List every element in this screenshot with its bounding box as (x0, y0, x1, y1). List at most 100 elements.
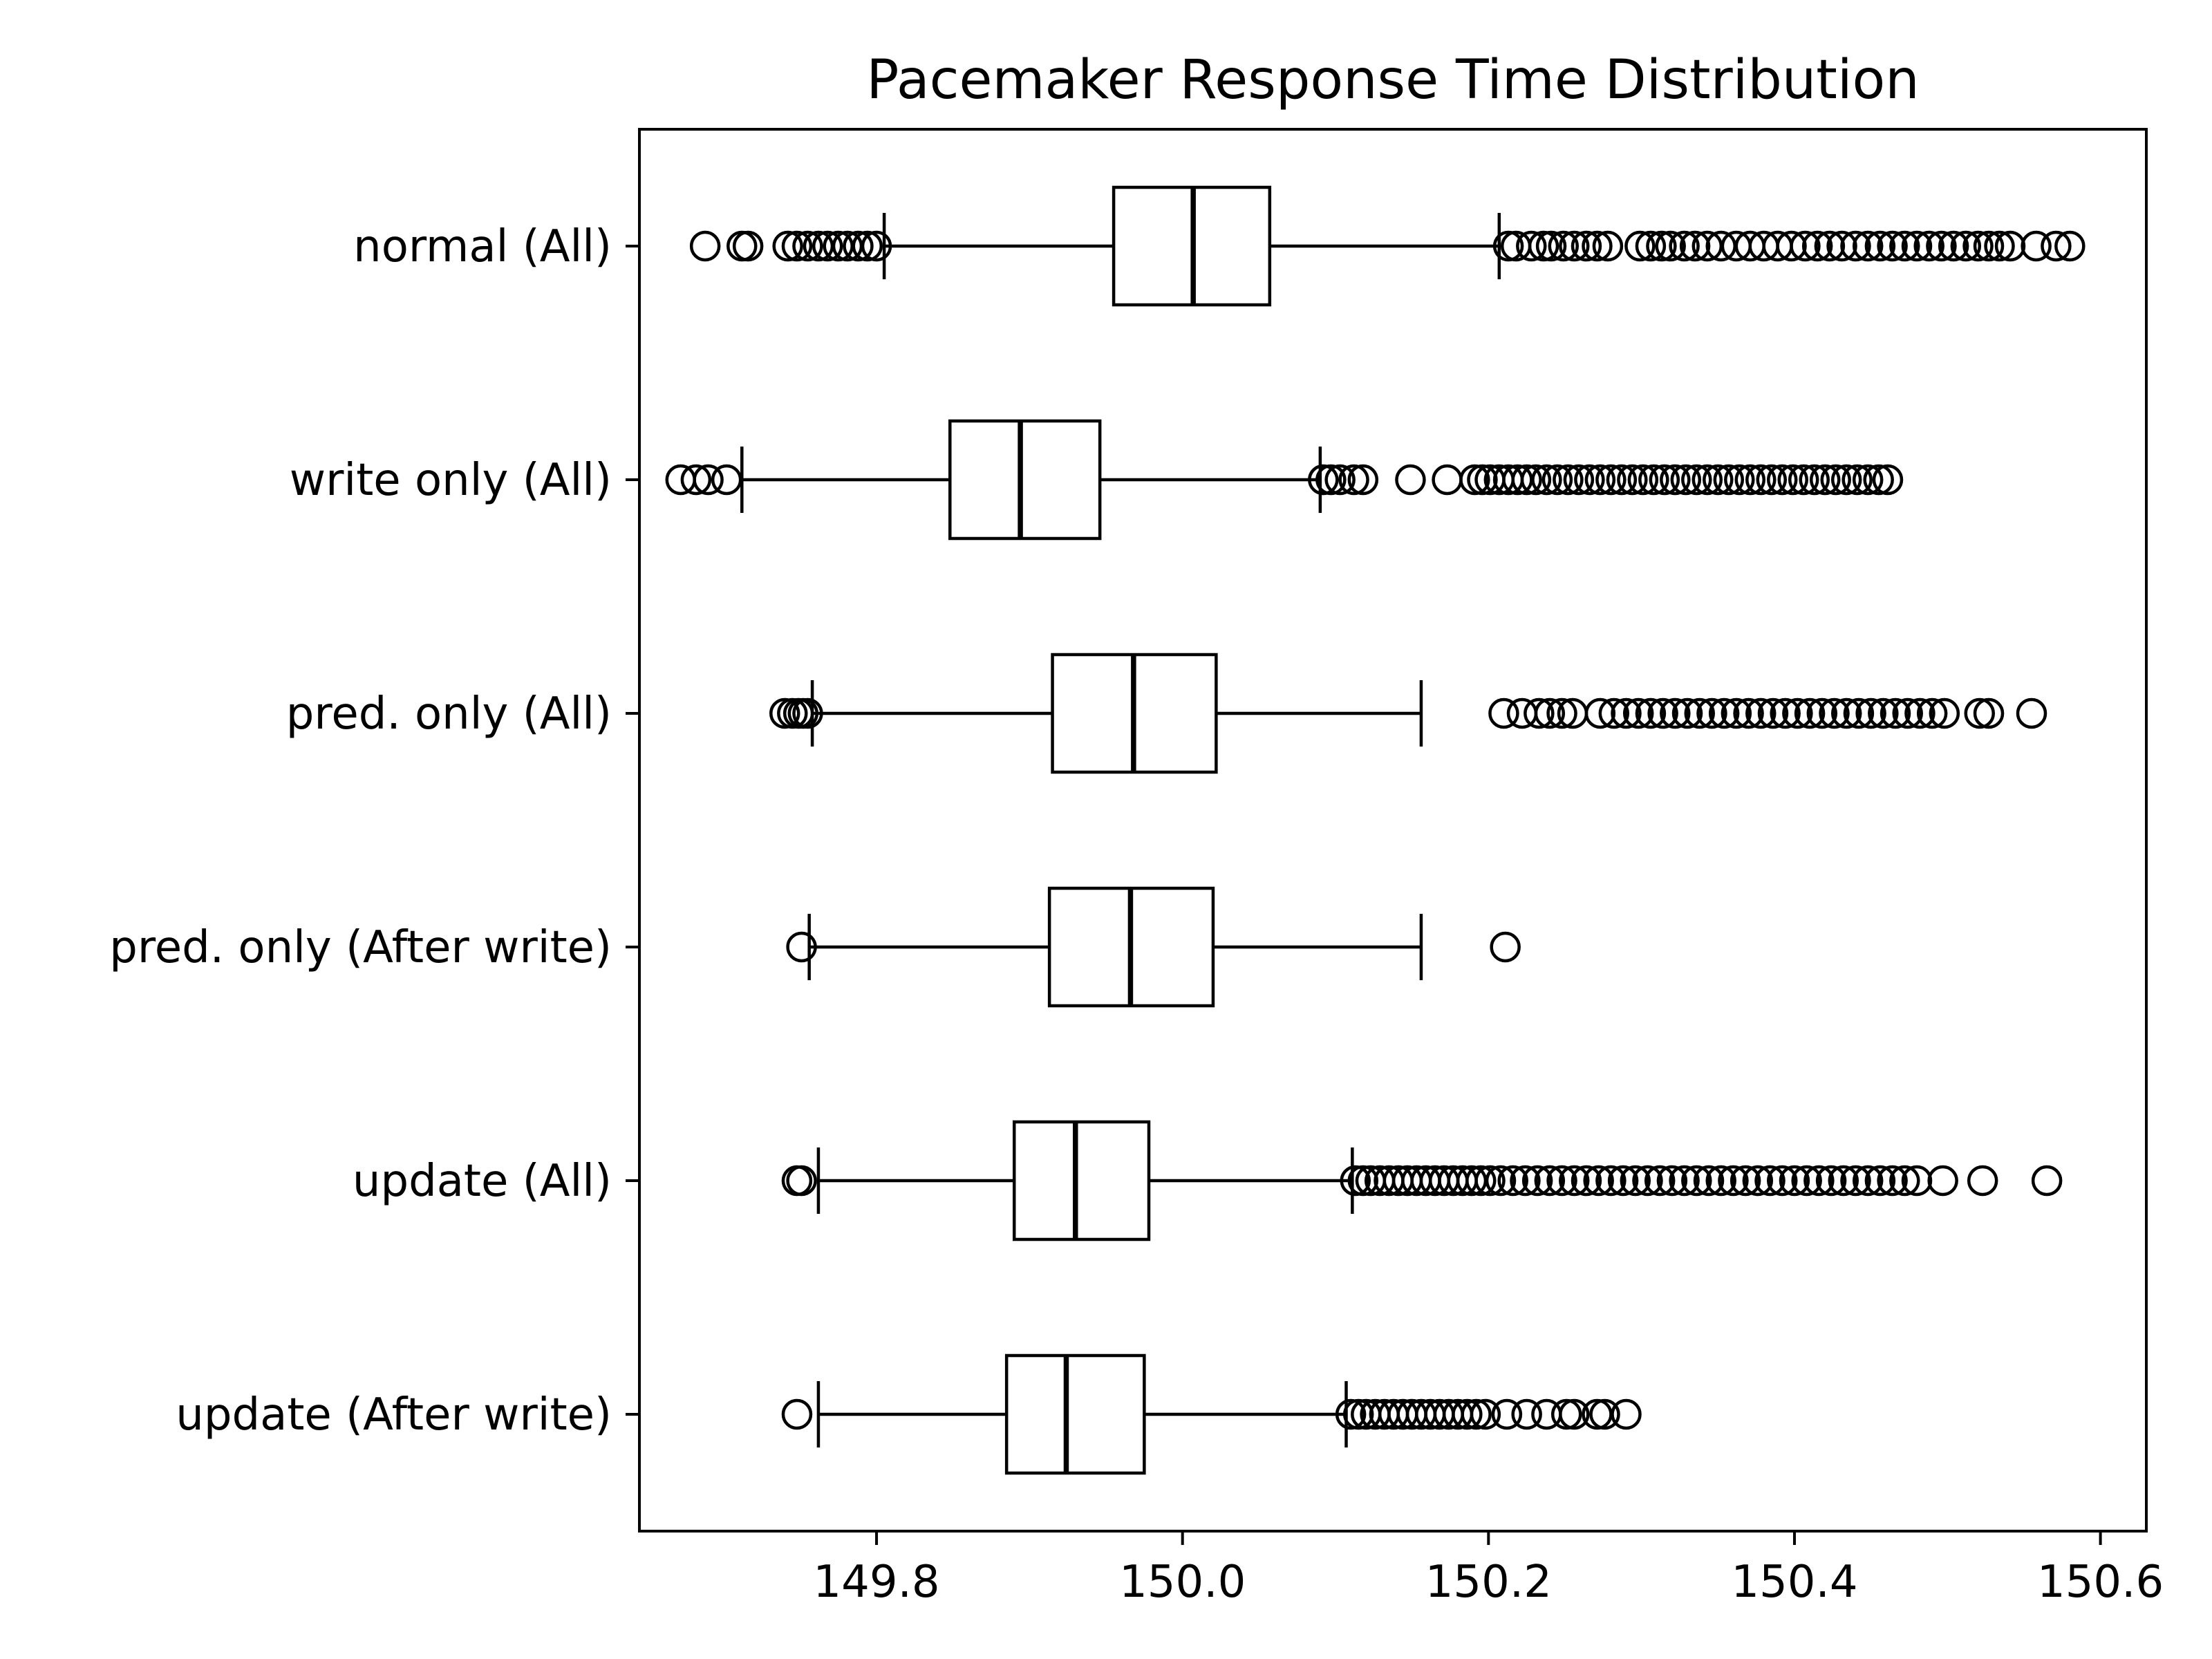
outlier-point (1571, 1165, 1602, 1197)
outlier-point (1877, 1165, 1908, 1197)
x-tick-label: 150.2 (1425, 1557, 1552, 1608)
outlier-point (1693, 1165, 1725, 1197)
outlier-point (1892, 697, 1923, 729)
outlier-point (1973, 230, 2005, 262)
outlier-point (1670, 464, 1702, 496)
outlier-point (1589, 1398, 1620, 1430)
outlier-point (1646, 230, 1677, 262)
outlier-point (693, 464, 724, 496)
y-tick-label: update (All) (353, 1156, 612, 1207)
plot-area (665, 185, 2086, 1475)
outlier-point (1660, 697, 1691, 729)
outlier-point (1520, 464, 1552, 496)
outlier-point (1467, 464, 1498, 496)
outlier-point (1395, 464, 1426, 496)
outlier-point (1627, 464, 1659, 496)
outlier-point (1563, 464, 1595, 496)
outlier-point (1624, 230, 1656, 262)
outlier-point (852, 230, 883, 262)
outlier-point (1649, 464, 1680, 496)
outlier-point (1553, 464, 1584, 496)
outlier-point (1534, 1165, 1566, 1197)
outlier-point (1904, 697, 1936, 729)
outlier-point (1938, 230, 1969, 262)
outlier-point (1485, 1165, 1517, 1197)
outlier-point (843, 230, 874, 262)
outlier-point (1724, 464, 1755, 496)
y-tick-label: update (After write) (176, 1389, 612, 1441)
outlier-point (1814, 230, 1846, 262)
outlier-point (1617, 464, 1648, 496)
outlier-point (1815, 1165, 1847, 1197)
outlier-point (1583, 1165, 1614, 1197)
outlier-point (792, 230, 823, 262)
outlier-point (1889, 230, 1920, 262)
outlier-point (1994, 230, 2026, 262)
outlier-point (1524, 697, 1555, 729)
outlier-point (1855, 697, 1886, 729)
outlier-point (1830, 697, 1862, 729)
outlier-point (1644, 1165, 1676, 1197)
outlier-point (1962, 230, 1994, 262)
outlier-point (1669, 230, 1700, 262)
outlier-point (1546, 697, 1577, 729)
outlier-point (1852, 230, 1884, 262)
outlier-point (1756, 464, 1788, 496)
outlier-point (1826, 230, 1857, 262)
x-tick-label: 150.6 (2037, 1557, 2164, 1608)
outlier-point (1571, 230, 1602, 262)
y-tick-label: write only (All) (290, 455, 612, 506)
outlier-point (689, 230, 721, 262)
outlier-point (1745, 464, 1777, 496)
outlier-point (1528, 230, 1559, 262)
outlier-point (2041, 230, 2072, 262)
outlier-point (1635, 697, 1667, 729)
outlier-point (1550, 1398, 1582, 1430)
outlier-point (1638, 464, 1669, 496)
outlier-point (1916, 697, 1948, 729)
outlier-point (1681, 1165, 1712, 1197)
outlier-point (1671, 697, 1703, 729)
outlier-point (781, 1398, 813, 1430)
box-group (781, 1353, 1642, 1475)
outlier-point (2016, 697, 2047, 729)
outlier-point (1828, 1165, 1859, 1197)
outlier-point (732, 230, 764, 262)
outlier-point (1510, 1165, 1541, 1197)
y-tick-label: pred. only (After write) (109, 922, 612, 973)
outlier-point (1901, 1165, 1933, 1197)
outlier-point (1516, 230, 1547, 262)
outlier-point (1913, 230, 1944, 262)
outlier-point (1926, 230, 1957, 262)
outlier-point (1315, 464, 1347, 496)
outlier-point (1622, 697, 1654, 729)
outlier-point (1598, 697, 1630, 729)
outlier-point (1607, 1165, 1639, 1197)
outlier-point (1635, 230, 1667, 262)
outlier-point (1794, 697, 1826, 729)
outlier-point (1973, 697, 2005, 729)
outlier-point (1730, 1165, 1761, 1197)
box-group (781, 1120, 2063, 1241)
outlier-point (1809, 464, 1841, 496)
outlier-point (711, 464, 742, 496)
iqr-box (1012, 1120, 1151, 1241)
outlier-point (1559, 1165, 1590, 1197)
outlier-point (1770, 697, 1801, 729)
chart-title: Pacemaker Response Time Distribution (866, 49, 1919, 111)
outlier-point (1901, 230, 1933, 262)
outlier-point (1492, 230, 1524, 262)
x-tick-label: 149.8 (813, 1557, 939, 1608)
outlier-point (1877, 230, 1908, 262)
outlier-point (1681, 464, 1712, 496)
outlier-point (1788, 464, 1819, 496)
outlier-point (1782, 697, 1813, 729)
outlier-point (1342, 1398, 1374, 1430)
y-tick-label: pred. only (All) (286, 688, 612, 740)
box-group (665, 419, 1904, 541)
outlier-point (2031, 1165, 2063, 1197)
outlier-point (1880, 697, 1911, 729)
outlier-point (1964, 697, 1996, 729)
outlier-point (1684, 697, 1715, 729)
outlier-point (1843, 697, 1875, 729)
